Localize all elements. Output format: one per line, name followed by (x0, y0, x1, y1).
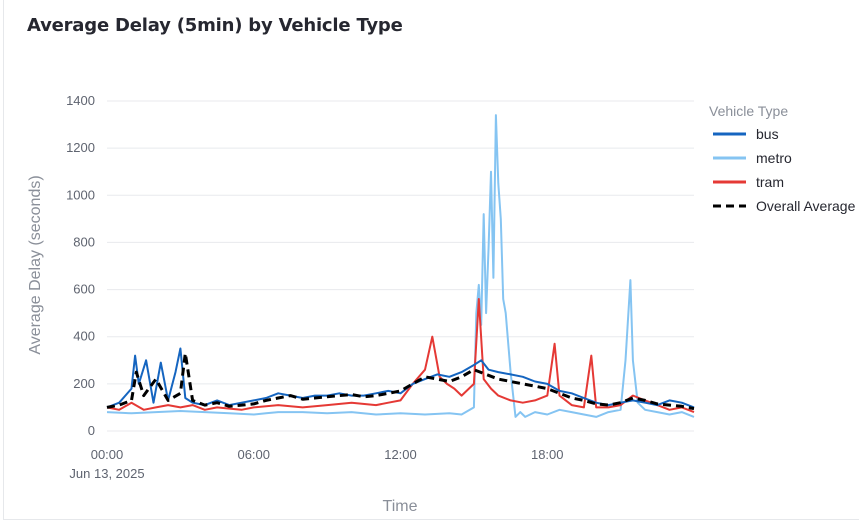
y-tick-label: 0 (88, 423, 95, 438)
y-tick-label: 1400 (66, 93, 95, 108)
y-tick-label: 600 (73, 282, 95, 297)
x-axis-date-label: Jun 13, 2025 (69, 466, 144, 481)
series-lines (106, 114, 695, 418)
y-tick-label: 800 (73, 234, 95, 249)
y-tick-label: 1000 (66, 187, 95, 202)
legend-label: tram (756, 174, 784, 190)
y-tick-label: 1200 (66, 140, 95, 155)
y-axis-ticks: 0 200 400 600 800 1000 1200 1400 (66, 93, 95, 438)
y-tick-label: 200 (73, 376, 95, 391)
y-axis-title: Average Delay (seconds) (27, 175, 44, 354)
series-line-tram (106, 298, 695, 414)
legend-label: Overall Average (756, 198, 856, 214)
series-line-bus (106, 347, 695, 409)
legend-label: metro (756, 150, 792, 166)
series-line-overall-average (106, 351, 695, 411)
x-axis-ticks: 00:00 06:00 12:00 18:00 (91, 447, 564, 462)
legend-label: bus (756, 126, 779, 142)
chart-panel (3, 0, 859, 520)
x-tick-label: 00:00 (91, 447, 124, 462)
legend-title: Vehicle Type (709, 103, 788, 119)
chart-title: Average Delay (5min) by Vehicle Type (27, 15, 403, 36)
legend: Vehicle Type bus metro tram Overall Average (709, 103, 856, 214)
x-tick-label: 12:00 (384, 447, 417, 462)
y-tick-label: 400 (73, 329, 95, 344)
x-tick-label: 18:00 (531, 447, 564, 462)
x-axis-title: Time (383, 498, 418, 515)
series-line-metro (106, 114, 695, 418)
x-tick-label: 06:00 (237, 447, 270, 462)
grid-lines (107, 100, 694, 432)
